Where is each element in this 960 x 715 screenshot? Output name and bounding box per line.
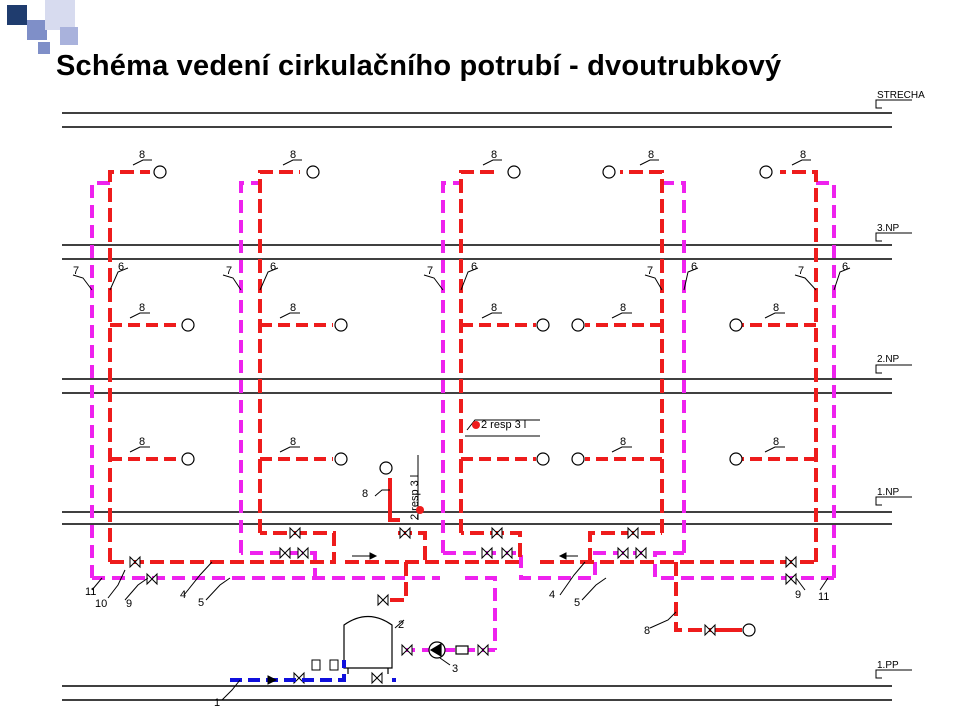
floor-label-3np: 3.NP [877, 223, 900, 234]
component-labels: 8 8 8 8 8 8 8 8 8 8 8 8 8 8 8 8 7 7 7 7 … [73, 149, 848, 709]
label-8: 8 [290, 302, 296, 314]
label-8: 8 [290, 149, 296, 161]
circulation-piping [90, 181, 836, 652]
flow-note-horizontal: 2 resp 3 l [481, 419, 526, 431]
accent-square-light [45, 0, 75, 30]
label-6: 6 [118, 261, 124, 273]
label-8: 8 [800, 149, 806, 161]
tap-branches [110, 323, 816, 632]
circulation-pump [428, 641, 469, 659]
label-7: 7 [427, 265, 433, 277]
label-8: 8 [290, 436, 296, 448]
label-8: 8 [491, 302, 497, 314]
label-7: 7 [226, 265, 232, 277]
floor-label-roof: STRECHA [877, 90, 925, 101]
water-heater [343, 615, 393, 674]
flow-arrows [352, 552, 578, 560]
label-9-left: 9 [126, 598, 132, 610]
label-7: 7 [647, 265, 653, 277]
label-3-pump: 3 [452, 663, 458, 675]
label-6: 6 [270, 261, 276, 273]
label-6: 6 [842, 261, 848, 273]
label-11-right: 11 [818, 591, 829, 603]
label-8: 8 [773, 302, 779, 314]
label-8: 8 [644, 625, 650, 637]
label-2-heater: 2 [398, 619, 404, 631]
label-5-right: 5 [574, 597, 580, 609]
label-8: 8 [139, 302, 145, 314]
floor-label-2np: 2.NP [877, 354, 900, 365]
flow-note-markers [416, 421, 480, 514]
label-8: 8 [491, 149, 497, 161]
label-8: 8 [362, 488, 368, 500]
label-5-left: 5 [198, 597, 204, 609]
floor-label-1pp: 1.PP [877, 660, 899, 671]
label-7: 7 [798, 265, 804, 277]
label-11-left: 11 [85, 586, 96, 598]
label-1-cold: 1 [214, 697, 220, 709]
label-6: 6 [471, 261, 477, 273]
label-8: 8 [773, 436, 779, 448]
label-8: 8 [139, 436, 145, 448]
floor-label-1np: 1.NP [877, 487, 900, 498]
label-7: 7 [73, 265, 79, 277]
tap-outlets [153, 165, 773, 637]
cold-water-fittings [267, 659, 339, 685]
label-8: 8 [648, 149, 654, 161]
label-6: 6 [691, 261, 697, 273]
accent-square-small [38, 42, 50, 54]
label-10: 10 [95, 598, 107, 610]
label-4-left: 4 [180, 589, 186, 601]
valves [129, 526, 797, 685]
label-8: 8 [620, 436, 626, 448]
accent-square-mid [27, 20, 47, 40]
label-4-right: 4 [549, 589, 555, 601]
label-leaders [72, 159, 851, 701]
label-9-right: 9 [795, 589, 801, 601]
floor-lines [62, 112, 892, 701]
accent-square-light-2 [60, 27, 78, 45]
label-8: 8 [139, 149, 145, 161]
floor-markers [875, 99, 912, 679]
hot-water-piping [108, 170, 820, 632]
slide-title: Schéma vedení cirkulačního potrubí - dvo… [56, 50, 782, 82]
accent-square-dark [7, 5, 27, 25]
label-8: 8 [620, 302, 626, 314]
